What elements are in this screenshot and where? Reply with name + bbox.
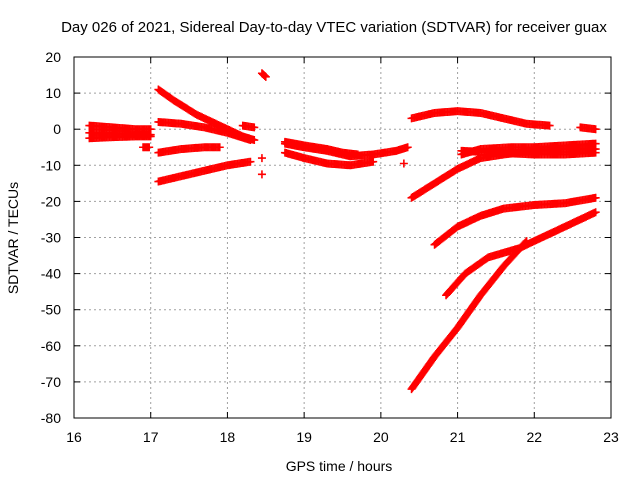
data-point [522,237,531,246]
series-arc-23 [442,208,600,300]
x-tick-label: 21 [450,429,466,445]
x-axis-label: GPS time / hours [286,458,393,474]
y-tick-label: -40 [41,266,61,282]
axis-ticks: 16 17 18 19 20 21 22 23 20 10 0 -10 -20 -30 -40 -50 -60 -… [41,49,619,445]
series-arc-14 [280,148,378,170]
x-tick-label: 18 [220,429,236,445]
series-arc-21 [407,145,600,202]
series-arc-09 [238,121,259,132]
series-arc-06 [154,117,255,145]
series-arc-10 [257,69,270,81]
series-arc-22 [430,193,600,249]
series-arc-11 [257,154,266,163]
x-tick-label: 19 [296,429,312,445]
y-tick-label: -10 [41,157,61,173]
data-point [246,136,255,145]
data-point [259,71,268,80]
data-point [399,159,408,168]
data-point [215,143,224,152]
data-point [591,193,600,202]
y-tick-label: 0 [53,121,61,137]
plot-frame [73,56,612,419]
series-arc-16 [399,159,408,168]
data-point [146,132,155,141]
series-arc-01 [85,121,155,134]
series-arc-07 [154,143,224,157]
y-tick-label: -20 [41,193,61,209]
x-tick-label: 23 [603,429,619,445]
data-point [257,154,266,163]
series-arc-15 [280,137,362,159]
data-point [521,238,530,247]
x-tick-label: 17 [143,429,159,445]
data-point [353,150,362,159]
data-point [591,208,600,217]
y-tick-label: -30 [41,230,61,246]
data-point [246,157,255,166]
y-tick-label: -50 [41,302,61,318]
y-tick-label: 10 [45,85,61,101]
x-tick-label: 20 [373,429,389,445]
data-point [145,143,154,152]
y-axis-label: SDTVAR / TECUs [5,182,21,294]
x-tick-label: 16 [66,429,82,445]
chart-title: Day 026 of 2021, Sidereal Day-to-day VTE… [61,19,607,36]
data-point [403,143,412,152]
series-arc-24 [407,237,531,394]
y-tick-label: 20 [45,49,61,65]
data-point [369,157,378,166]
series-arc-04 [139,143,154,152]
data-point [261,72,270,81]
series-arc-18 [576,123,600,134]
y-tick-label: -70 [41,374,61,390]
data-point [591,125,600,134]
series-arc-12 [257,170,266,179]
data-point [257,170,266,179]
data-point [591,145,600,154]
grid-lines [74,57,611,418]
x-tick-label: 22 [526,429,542,445]
data-point [545,121,554,130]
data-point [260,71,269,80]
series-arc-08 [154,157,255,186]
y-tick-label: -80 [41,410,61,426]
data-points [85,69,600,394]
series-arc-03 [85,132,155,143]
y-tick-label: -60 [41,338,61,354]
data-point [250,123,259,132]
series-arc-17 [407,107,554,130]
